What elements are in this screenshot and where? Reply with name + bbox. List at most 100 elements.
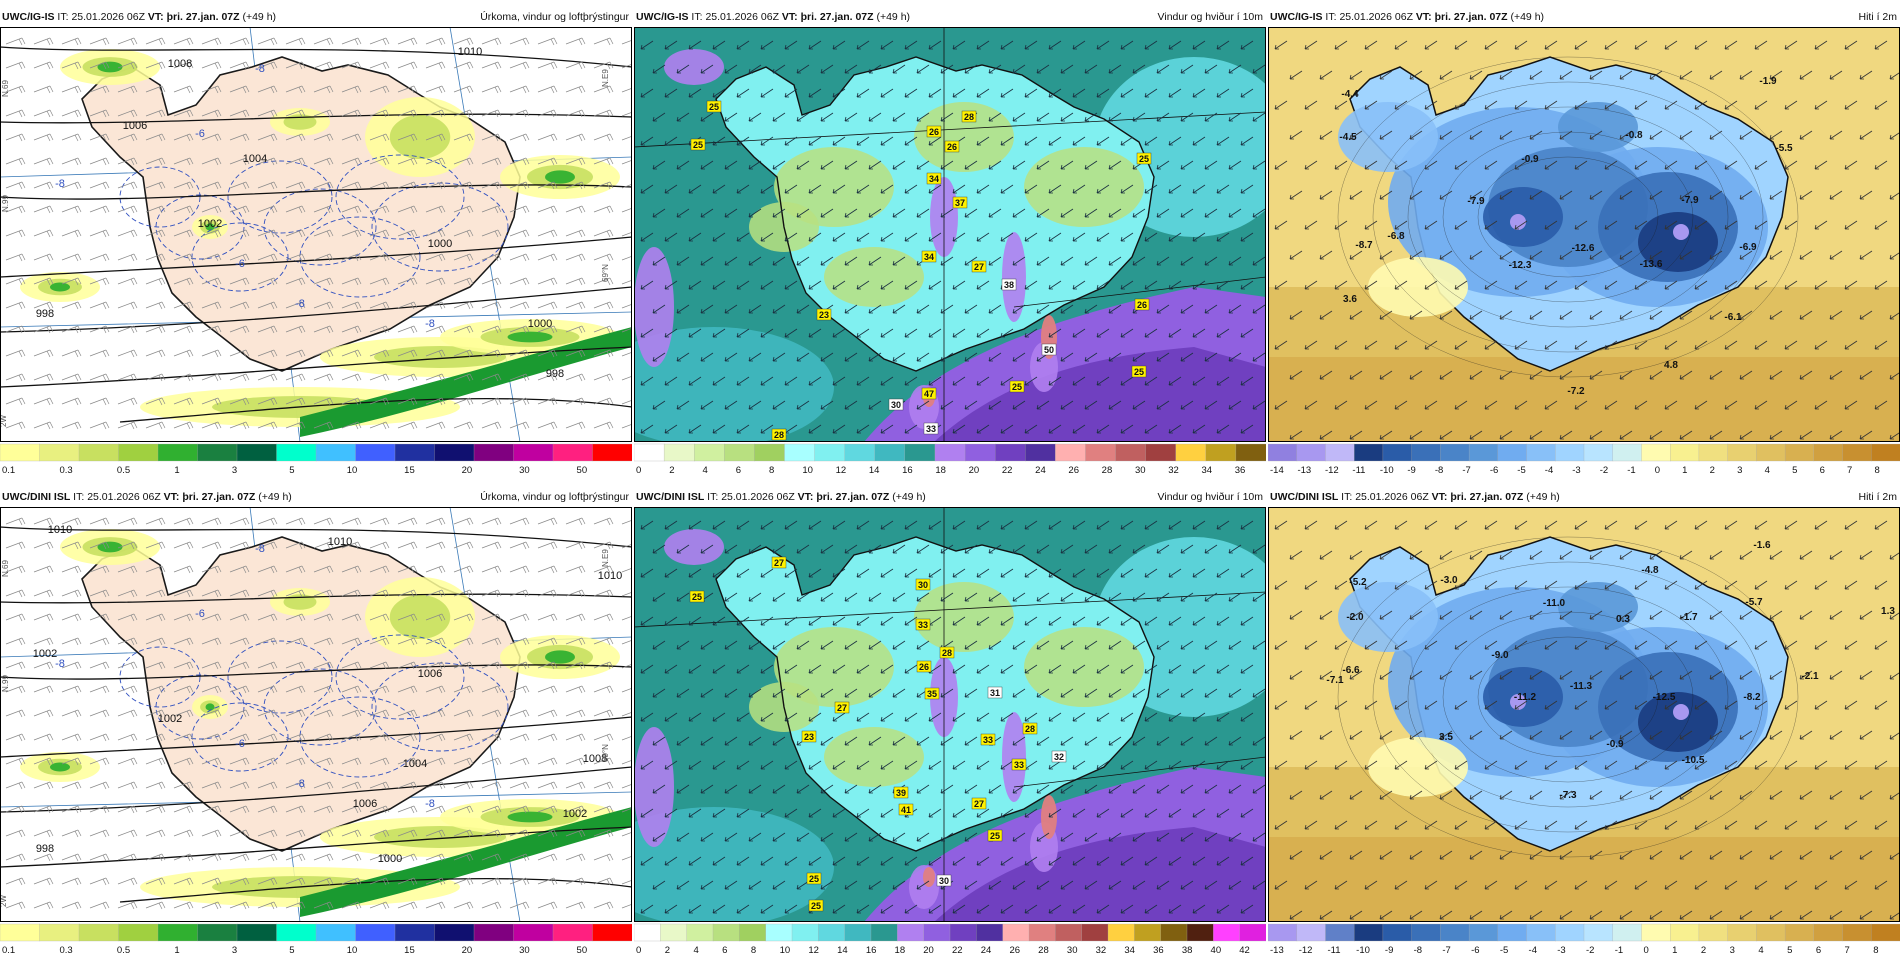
wind-arrow <box>1634 820 1648 830</box>
wind-barb <box>201 181 222 190</box>
wind-arrow <box>1514 40 1528 50</box>
wind-barb <box>341 589 362 598</box>
wind-arrow <box>1889 251 1900 260</box>
wind-arrow <box>1394 580 1408 590</box>
wind-barb <box>61 877 82 886</box>
wind-arrow <box>976 808 990 818</box>
wind-arrow <box>1060 832 1074 842</box>
wind-barb <box>621 783 632 789</box>
wind-arrow <box>748 880 762 890</box>
wind-barb <box>425 757 446 766</box>
wind-arrow <box>964 736 978 746</box>
wind-arrow <box>1072 520 1086 530</box>
wind-barb <box>537 205 558 214</box>
wind-arrow <box>1108 208 1122 218</box>
wind-barb <box>397 541 418 550</box>
wind-arrow <box>856 184 870 194</box>
wind-arrow <box>1604 640 1618 650</box>
wind-arrow <box>784 616 798 626</box>
wind-arrow <box>1108 304 1122 314</box>
wind-barb <box>145 565 166 574</box>
wind-barb <box>565 829 586 838</box>
wind-arrow <box>964 64 978 74</box>
wind-barb <box>425 277 446 286</box>
wind-arrow <box>748 304 762 314</box>
colorbar-swatch <box>1526 923 1556 942</box>
wind-barb <box>61 229 82 238</box>
wind-arrow <box>1274 340 1288 350</box>
wind-arrow <box>1012 160 1026 170</box>
wind-arrow <box>844 160 858 170</box>
wind-arrow <box>1544 40 1558 50</box>
wind-barb <box>145 517 166 526</box>
wind-arrow <box>1619 310 1633 320</box>
wind-barb <box>89 685 110 694</box>
gust-label: 25 <box>809 874 819 884</box>
wind-barb <box>509 157 530 166</box>
wind-arrow <box>688 808 702 818</box>
wind-barb <box>369 109 390 118</box>
wind-arrow <box>1012 592 1026 602</box>
wind-arrow <box>1859 190 1873 200</box>
wind-barb <box>565 781 586 790</box>
temp-value-label: 0.3 <box>1616 614 1630 625</box>
isobar-label: 1002 <box>198 218 222 230</box>
wind-arrow <box>748 688 762 698</box>
wind-barb <box>453 421 474 430</box>
wind-barb <box>89 301 110 310</box>
temp-value-label: -7.9 <box>1681 195 1699 206</box>
wind-arrow <box>1144 520 1158 530</box>
wind-arrow <box>1144 712 1158 722</box>
wind-arrow <box>784 40 798 50</box>
wind-barb <box>173 901 194 910</box>
wind-arrow <box>1274 220 1288 230</box>
wind-barb <box>145 157 166 166</box>
wind-arrow <box>1084 784 1098 794</box>
wind-arrow <box>868 112 882 122</box>
wind-arrow <box>1036 256 1050 266</box>
temp-value-label: -6.9 <box>1739 242 1757 253</box>
wind-barb <box>453 805 474 814</box>
wind-arrow <box>1084 592 1098 602</box>
wind-arrow <box>700 64 714 74</box>
wind-arrow <box>1216 328 1230 338</box>
wind-barb <box>89 181 110 190</box>
wind-barb <box>593 349 614 358</box>
wind-arrow <box>1694 580 1708 590</box>
wind-barb <box>397 709 418 718</box>
wind-arrow <box>1228 112 1242 122</box>
precip-area-moderate <box>389 595 451 639</box>
wind-arrow <box>1769 730 1783 740</box>
wind-arrow <box>1216 136 1230 146</box>
wind-arrow <box>688 616 702 626</box>
colorbar-swatch <box>844 923 872 942</box>
wind-arrow <box>1664 580 1678 590</box>
colorbar-swatch <box>1555 923 1585 942</box>
wind-barb <box>537 229 558 238</box>
wind-barb <box>61 109 82 118</box>
lead-time: (+49 h) <box>1526 491 1560 503</box>
wind-arrow <box>724 256 738 266</box>
wind-barb <box>397 133 418 142</box>
wind-barb <box>341 229 362 238</box>
wind-barb <box>285 877 306 886</box>
wind-arrow <box>796 256 810 266</box>
wind-arrow <box>1192 664 1206 674</box>
wind-barb <box>425 781 446 790</box>
wind-barb <box>257 181 278 190</box>
wind-barb <box>397 349 418 358</box>
wind-arrow <box>988 640 1002 650</box>
wind-arrow <box>1240 232 1254 242</box>
wind-arrow <box>1784 640 1798 650</box>
wind-arrow <box>688 568 702 578</box>
colorbar-tick-label: 30 <box>519 945 530 956</box>
wind-arrow <box>688 232 702 242</box>
wind-barb <box>537 397 558 406</box>
wind-arrow <box>1012 736 1026 746</box>
gust-label: 26 <box>929 127 939 137</box>
wind-arrow <box>1814 220 1828 230</box>
wind-barb <box>369 901 390 910</box>
wind-arrow <box>1084 400 1098 410</box>
wind-barb <box>89 637 110 646</box>
wind-arrow <box>652 400 666 410</box>
